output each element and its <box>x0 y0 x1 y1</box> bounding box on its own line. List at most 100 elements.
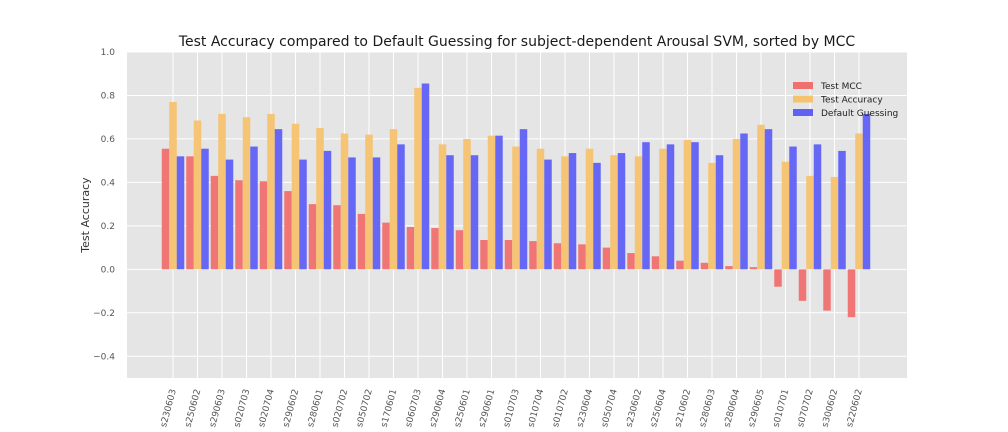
x-tick-label: s290604 <box>429 388 449 429</box>
bar-default-guessing <box>274 129 283 270</box>
bar-default-guessing <box>299 159 307 270</box>
bar-default-guessing <box>764 129 773 270</box>
bar-default-guessing <box>176 156 185 270</box>
bar-default-guessing <box>789 146 797 270</box>
y-tick-label: 0.6 <box>101 135 116 145</box>
bar-test-mcc <box>186 156 194 270</box>
bar-default-guessing <box>740 133 748 270</box>
x-tick-label: s210602 <box>674 388 694 428</box>
x-tick-label: s280604 <box>723 388 743 429</box>
bar-test-mcc <box>333 205 341 270</box>
y-tick-label: 0.2 <box>101 222 115 232</box>
bar-default-guessing <box>642 142 650 270</box>
x-tick-label: s020704 <box>257 388 277 429</box>
x-tick-label: s010702 <box>551 388 571 428</box>
chart-title: Test Accuracy compared to Default Guessi… <box>178 34 856 50</box>
y-tick-label: 0.0 <box>101 265 116 275</box>
bar-default-guessing <box>323 150 332 270</box>
bar-default-guessing <box>593 162 601 270</box>
bar-test-mcc <box>161 148 170 270</box>
x-tick-label: s230604 <box>576 388 596 429</box>
bar-default-guessing <box>691 142 699 270</box>
x-tick-label: s280603 <box>698 388 718 428</box>
bar-test-accuracy <box>806 175 814 270</box>
bar-default-guessing <box>446 155 454 270</box>
bar-test-mcc <box>529 241 537 270</box>
bar-test-mcc <box>774 269 782 287</box>
bar-default-guessing <box>544 159 552 270</box>
bar-test-accuracy <box>340 133 349 270</box>
bar-test-mcc <box>749 267 758 270</box>
bar-default-guessing <box>470 155 479 270</box>
bar-test-accuracy <box>512 146 520 270</box>
bar-test-mcc <box>284 191 292 270</box>
bar-test-accuracy <box>242 117 251 270</box>
bar-test-accuracy <box>610 155 618 270</box>
bar-test-accuracy <box>389 129 398 270</box>
bar-default-guessing <box>862 113 871 270</box>
legend-swatch <box>793 82 813 89</box>
bar-test-accuracy <box>585 148 594 270</box>
x-tick-label: s170601 <box>380 388 400 428</box>
bar-test-mcc <box>210 175 219 270</box>
x-tick-label: s250601 <box>453 388 473 428</box>
x-tick-label: s230603 <box>159 388 179 428</box>
x-tick-label: s050702 <box>355 388 375 428</box>
bar-default-guessing <box>225 159 234 270</box>
y-tick-label: 0.8 <box>101 91 116 101</box>
y-tick-label: −0.2 <box>93 309 115 319</box>
bar-default-guessing <box>495 135 503 270</box>
y-axis-ticks: −0.4 −0.2 0.0 0.2 0.4 0.6 0.8 1.0 <box>93 48 115 362</box>
x-tick-label: s220602 <box>845 388 865 428</box>
bar-test-accuracy <box>193 120 202 270</box>
x-tick-label: s290605 <box>747 388 767 428</box>
legend-label: Default Guessing <box>821 109 898 119</box>
bar-test-accuracy <box>487 135 496 270</box>
bar-test-accuracy <box>757 124 765 270</box>
bar-default-guessing <box>617 153 626 270</box>
bar-test-accuracy <box>536 148 545 270</box>
bar-test-accuracy <box>438 144 447 270</box>
bar-default-guessing <box>348 157 356 270</box>
legend-swatch <box>793 95 813 103</box>
y-tick-label: −0.4 <box>93 352 115 362</box>
legend: Test MCC Test Accuracy Default Guessing <box>793 82 898 119</box>
bar-test-accuracy <box>267 113 275 270</box>
bar-default-guessing <box>519 129 528 270</box>
x-tick-label: s020702 <box>331 388 351 428</box>
y-axis-label: Test Accuracy <box>79 177 92 254</box>
x-tick-label: s290602 <box>282 388 302 428</box>
bar-test-accuracy <box>634 156 643 270</box>
x-tick-label: s250604 <box>649 388 669 429</box>
bar-default-guessing <box>715 155 724 270</box>
bar-test-accuracy <box>463 138 471 270</box>
bar-test-accuracy <box>683 140 692 270</box>
bar-test-accuracy <box>781 161 790 270</box>
x-tick-label: s010703 <box>502 388 522 428</box>
x-tick-label: s060703 <box>404 388 424 428</box>
bar-test-mcc <box>627 253 635 270</box>
bar-test-mcc <box>553 243 562 270</box>
bar-test-accuracy <box>659 148 667 270</box>
x-tick-label: s230602 <box>625 388 645 428</box>
y-tick-label: 0.4 <box>101 178 116 188</box>
bar-default-guessing <box>397 144 405 270</box>
x-axis-ticks: s230603 s250602 s290603 s020703 s020704 s2906… <box>159 388 865 429</box>
x-tick-label: s280601 <box>306 388 326 428</box>
bar-test-mcc <box>382 222 390 270</box>
bar-test-accuracy <box>855 133 863 270</box>
bar-test-mcc <box>455 230 464 270</box>
x-tick-label: s050704 <box>600 388 620 429</box>
y-tick-label: 1.0 <box>101 48 116 58</box>
bar-test-mcc <box>602 247 611 270</box>
bar-test-mcc <box>651 256 660 270</box>
bar-test-accuracy <box>291 123 300 270</box>
bar-test-mcc <box>235 180 243 270</box>
bar-test-accuracy <box>169 101 177 270</box>
bar-test-mcc <box>308 204 317 270</box>
legend-swatch <box>793 109 813 116</box>
x-tick-label: s250602 <box>184 388 204 428</box>
bars <box>161 83 871 318</box>
bar-test-mcc <box>259 181 268 270</box>
